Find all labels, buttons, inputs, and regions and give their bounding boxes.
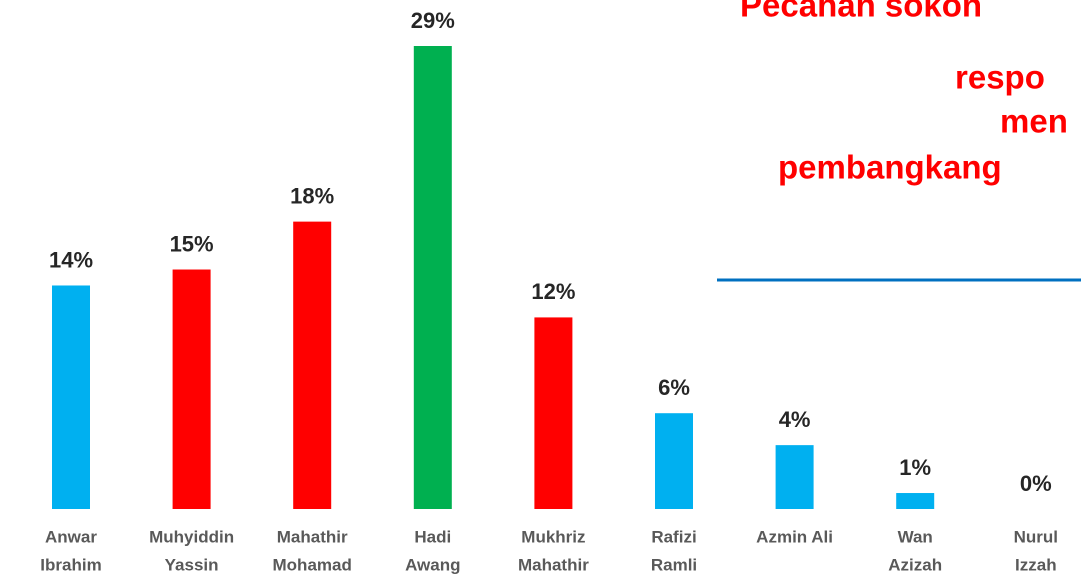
x-tick-label: Rafizi: [651, 527, 696, 546]
x-tick-label: Ramli: [651, 555, 697, 574]
bar: [413, 46, 452, 509]
chart-title: Pecahan sokon: [740, 0, 982, 24]
x-tick-label: Azizah: [888, 555, 942, 574]
bar: [293, 221, 332, 509]
chart-title: pembangkang: [778, 149, 1002, 186]
value-label: 29%: [411, 8, 455, 33]
x-tick-label: Hadi: [414, 527, 451, 546]
x-tick-label: Mahathir: [277, 527, 348, 546]
x-tick-label: Muhyiddin: [149, 527, 234, 546]
x-tick-label: Mohamad: [273, 555, 352, 574]
bar: [896, 493, 935, 509]
x-tick-label: Ibrahim: [40, 555, 101, 574]
x-tick-label: Awang: [405, 555, 460, 574]
x-tick-label: Izzah: [1015, 555, 1057, 574]
x-tick-label: Wan: [898, 527, 933, 546]
value-label: 1%: [899, 455, 931, 480]
bar: [172, 269, 211, 509]
value-label: 15%: [170, 231, 214, 256]
value-label: 0%: [1020, 471, 1052, 496]
bar: [534, 317, 573, 509]
bar: [775, 445, 814, 509]
value-label: 18%: [290, 183, 334, 208]
chart-title: respo: [955, 59, 1045, 96]
value-label: 6%: [658, 375, 690, 400]
bar: [655, 413, 693, 509]
value-label: 14%: [49, 247, 93, 272]
x-tick-label: Nurul: [1014, 527, 1058, 546]
bar: [52, 285, 90, 509]
x-tick-label: Mahathir: [518, 555, 589, 574]
x-tick-label: Azmin Ali: [756, 527, 833, 546]
x-tick-label: Mukhriz: [521, 527, 585, 546]
value-label: 12%: [531, 279, 575, 304]
value-label: 4%: [779, 407, 811, 432]
chart-title: men: [1000, 103, 1068, 140]
x-tick-label: Yassin: [165, 555, 219, 574]
x-tick-label: Anwar: [45, 527, 97, 546]
